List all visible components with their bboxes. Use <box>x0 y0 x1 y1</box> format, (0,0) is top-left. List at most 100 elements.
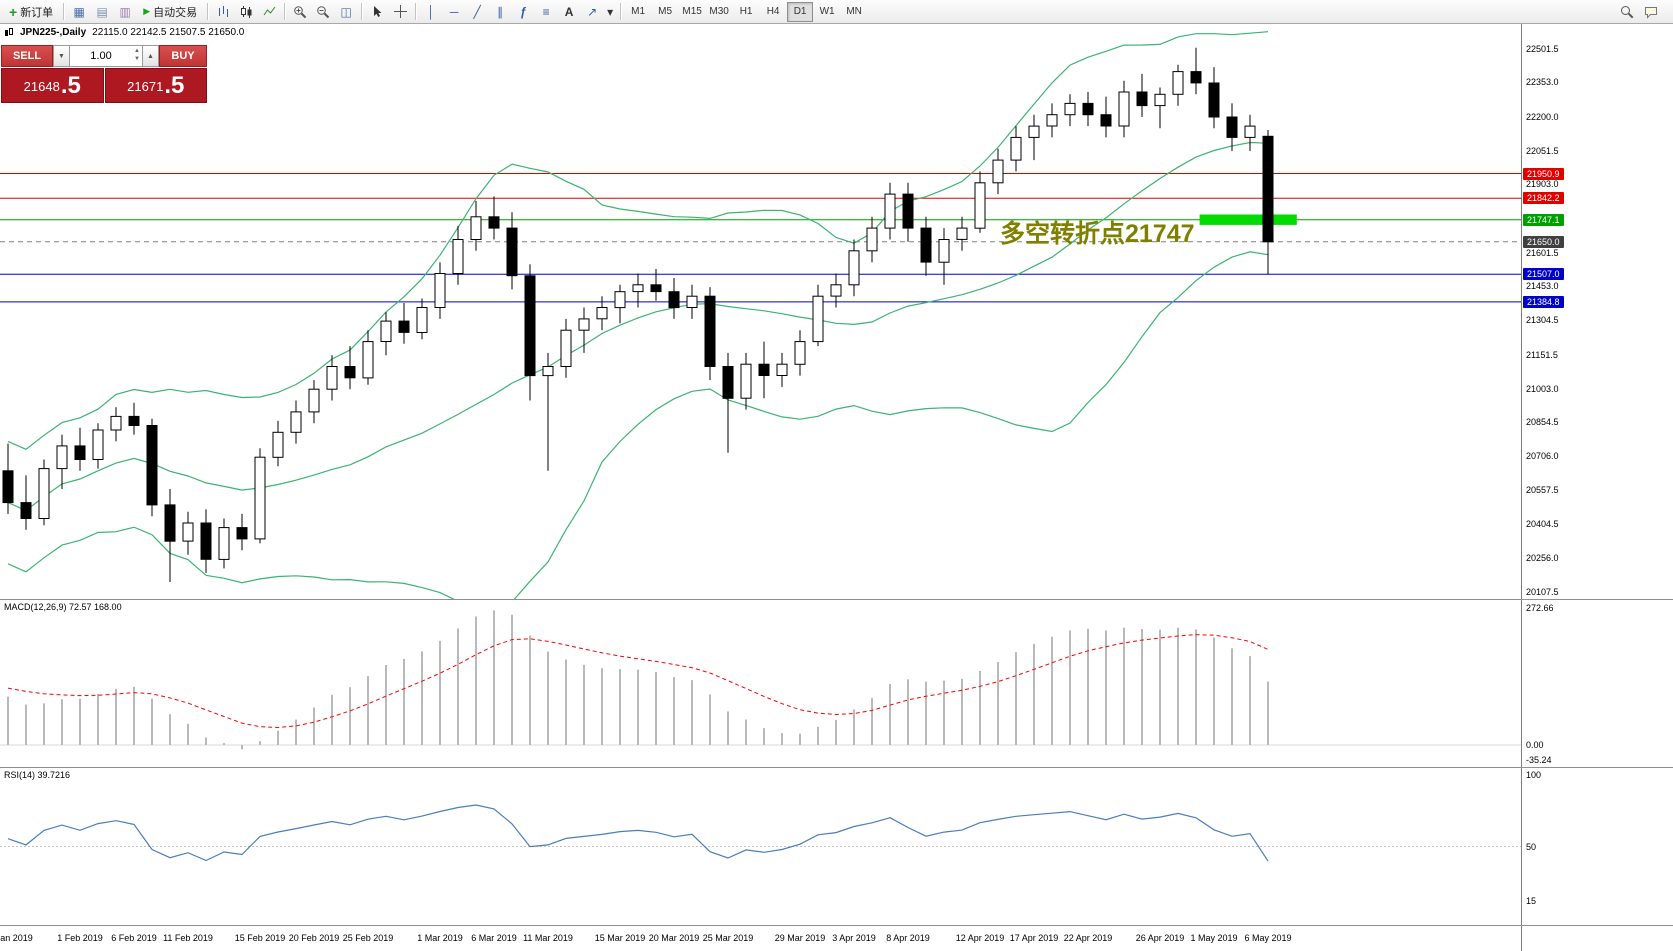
candle <box>1262 135 1274 243</box>
bar-chart-icon <box>218 6 228 17</box>
buy-price-display[interactable]: 21671.5 <box>104 68 207 103</box>
price-axis-label: 21903.0 <box>1526 179 1559 190</box>
shapes-tool-button[interactable]: ≡ <box>535 1 557 22</box>
price-axis-label: 20256.0 <box>1526 552 1559 563</box>
candle <box>920 227 932 263</box>
price-badge: 21747.1 <box>1523 213 1564 226</box>
price-axis[interactable]: 22501.5 22353.0 22200.0 22051.5 21903.0 21601… <box>1521 24 1673 599</box>
lot-decrease-button[interactable]: ▼ <box>53 45 70 67</box>
macd-axis-label: -35.24 <box>1526 755 1552 765</box>
chart-header: JPN225-,Daily 22115.0 22142.5 21507.5 21… <box>4 27 244 38</box>
candle <box>578 318 590 331</box>
zoom-in-button[interactable] <box>289 1 311 22</box>
horizontal-line-tool-button[interactable]: ─ <box>443 1 465 22</box>
sell-button[interactable]: SELL <box>1 45 53 67</box>
channel-tool-button[interactable]: ∥ <box>489 1 511 22</box>
macd-axis: 272.66 0.00 -35.24 <box>1521 600 1673 767</box>
rsi-chart <box>0 804 1521 862</box>
time-axis-label: 26 Apr 2019 <box>1135 933 1185 943</box>
candle <box>632 284 644 293</box>
profiles-icon: ▤ <box>96 4 108 19</box>
search-button[interactable] <box>1616 1 1638 22</box>
toolbar-separator <box>207 3 209 20</box>
feedback-button[interactable] <box>1640 1 1662 22</box>
timeframe-m30-button[interactable]: M30 <box>706 2 732 22</box>
candle <box>758 363 770 377</box>
timeframe-mn-button[interactable]: MN <box>841 2 867 22</box>
timeframe-h1-button[interactable]: H1 <box>733 2 759 22</box>
main-chart-plot[interactable]: JPN225-,Daily 22115.0 22142.5 21507.5 21… <box>0 24 1521 599</box>
price-axis-label: 21304.5 <box>1526 315 1559 326</box>
price-badge: 21507.0 <box>1523 268 1564 281</box>
candlestick-chart-button[interactable] <box>235 1 257 22</box>
candle <box>902 193 914 229</box>
trendline-tool-button[interactable]: ╱ <box>466 1 488 22</box>
rsi-plot[interactable]: RSI(14) 39.7216 <box>0 768 1521 925</box>
rsi-indicator-label: RSI(14) 39.7216 <box>4 770 71 780</box>
candle <box>542 366 554 377</box>
toolbar-separator <box>415 3 417 20</box>
timeframe-h4-button[interactable]: H4 <box>760 2 786 22</box>
candle <box>182 522 194 542</box>
fibonacci-icon: ƒ <box>519 4 527 19</box>
buy-price-main: 21671 <box>127 79 164 94</box>
new-order-label: 新订单 <box>20 6 54 19</box>
line-chart-icon <box>263 6 276 16</box>
objects-dropdown-button[interactable]: ▾ <box>604 1 616 22</box>
timeframe-w1-button[interactable]: W1 <box>814 2 840 22</box>
timeframe-m15-button[interactable]: M15 <box>679 2 705 22</box>
price-axis-label: 20107.5 <box>1526 586 1559 597</box>
candle <box>1136 91 1148 107</box>
timeframe-m1-button[interactable]: M1 <box>625 2 651 22</box>
timeframe-d1-button[interactable]: D1 <box>787 1 814 22</box>
candle <box>470 216 482 241</box>
candle <box>992 159 1004 184</box>
cursor-icon <box>373 6 382 17</box>
timeframe-m5-button[interactable]: M5 <box>652 2 678 22</box>
tile-windows-button[interactable]: ◫ <box>335 1 357 22</box>
caret-up-icon: ▲ <box>147 52 154 60</box>
lot-size-input[interactable] <box>70 45 142 67</box>
lot-increase-button[interactable]: ▲ <box>142 45 159 67</box>
auto-trading-button[interactable]: ▶ 自动交易 <box>137 1 203 22</box>
line-chart-button[interactable] <box>258 1 280 22</box>
crosshair-icon <box>393 5 407 18</box>
price-axis-label: 21453.0 <box>1526 281 1559 292</box>
candle <box>1118 91 1130 127</box>
sell-price-display[interactable]: 21648.5 <box>1 68 104 103</box>
candle <box>164 504 176 542</box>
zoom-out-button[interactable] <box>312 1 334 22</box>
price-badge: 21384.8 <box>1523 295 1564 308</box>
macd-axis-label: 0.00 <box>1526 739 1544 750</box>
strategy-tester-button[interactable]: ▥ <box>114 1 136 22</box>
crosshair-button[interactable] <box>389 1 411 22</box>
candlestick-chart <box>0 31 1521 599</box>
charts-window-button[interactable]: ▦ <box>68 1 90 22</box>
candle <box>1082 102 1094 116</box>
bar-chart-button[interactable] <box>212 1 234 22</box>
price-axis-label: 20404.5 <box>1526 519 1559 530</box>
candle <box>776 363 788 377</box>
vertical-line-tool-button[interactable]: │ <box>420 1 442 22</box>
rsi-axis-label: 100 <box>1526 770 1542 780</box>
shapes-icon: ≡ <box>542 4 550 19</box>
new-order-button[interactable]: + 新订单 <box>3 1 59 22</box>
buy-button[interactable]: BUY <box>159 45 207 67</box>
toolbar-separator <box>361 3 363 20</box>
fibonacci-tool-button[interactable]: ƒ <box>512 1 534 22</box>
chart-region: JPN225-,Daily 22115.0 22142.5 21507.5 21… <box>0 24 1673 951</box>
candle <box>1208 82 1220 118</box>
macd-plot[interactable]: MACD(12,26,9) 72.57 168.00 <box>0 600 1521 767</box>
profiles-button[interactable]: ▤ <box>91 1 113 22</box>
text-tool-button[interactable]: A <box>558 1 580 22</box>
lot-spin-down-icon[interactable]: ▼ <box>134 56 140 62</box>
lot-spin-up-icon[interactable]: ▲ <box>134 48 140 54</box>
arrow-tool-icon: ↗ <box>587 4 598 19</box>
candle <box>290 411 302 433</box>
arrows-tool-button[interactable]: ↗ <box>581 1 603 22</box>
candle <box>1046 114 1058 127</box>
macd-panel: MACD(12,26,9) 72.57 168.00 272.66 0.00 -35… <box>0 599 1673 767</box>
time-axis[interactable]: 28 Jan 2019 1 Feb 2019 6 Feb 2019 11 Feb 20… <box>0 926 1521 951</box>
cursor-button[interactable] <box>366 1 388 22</box>
